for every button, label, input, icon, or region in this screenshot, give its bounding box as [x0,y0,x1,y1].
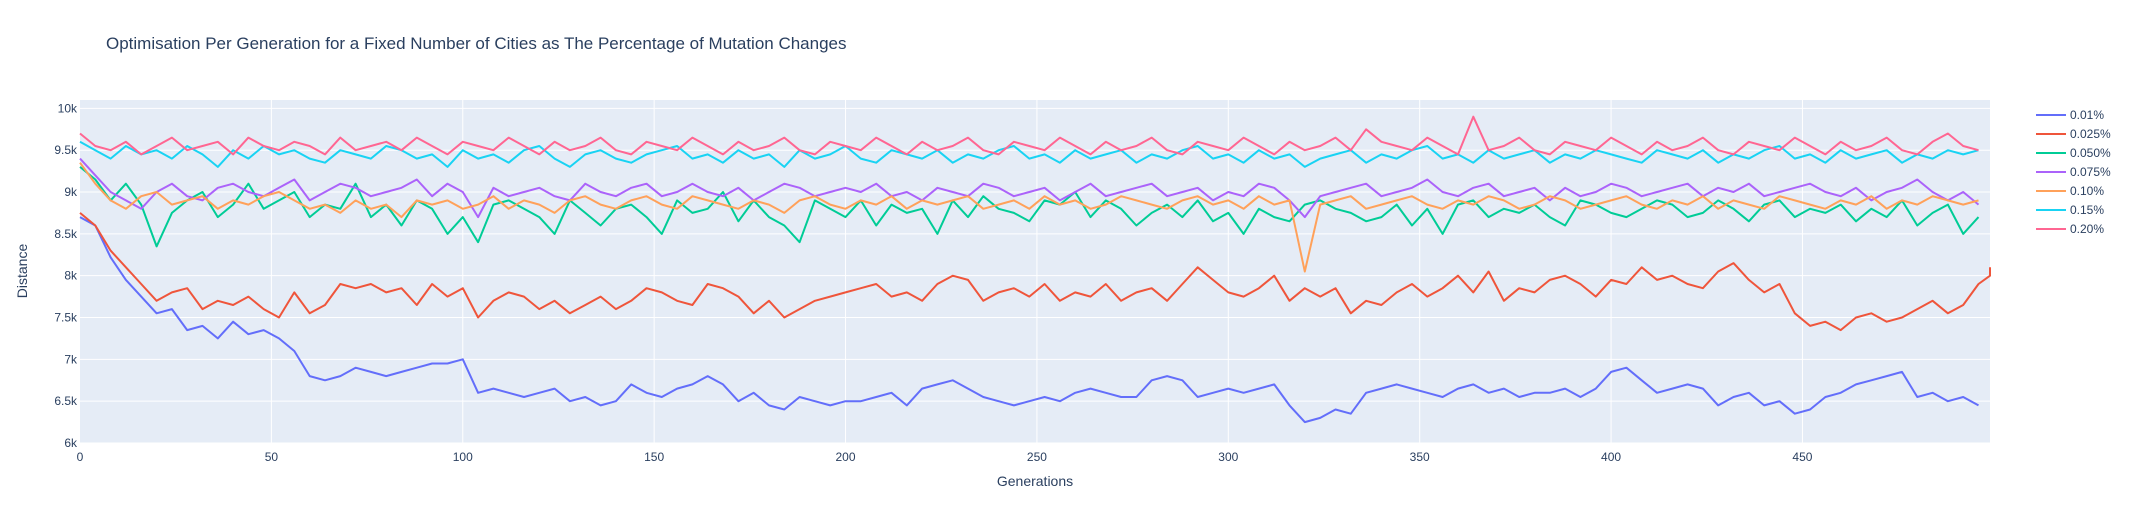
series-line-4 [79,162,1979,273]
legend-item[interactable]: 0.10% [2036,184,2104,198]
y-tick-label: 8k [64,269,78,283]
x-tick-label: 250 [1027,450,1047,464]
series-line-2 [79,166,1980,248]
y-axis-title: Distance [14,244,30,299]
x-tick-label: 350 [1410,450,1430,464]
x-tick-label: 200 [836,450,856,464]
legend-item[interactable]: 0.01% [2036,108,2104,122]
series-lines [79,115,1991,424]
legend-item[interactable]: 0.025% [2036,127,2111,141]
x-tick-labels: 0 50 100 150 200 250 300 350 400 450 [77,450,1813,464]
legend-item[interactable]: 0.20% [2036,222,2104,236]
legend[interactable]: 0.01% 0.025% 0.050% 0.075% 0.10% 0.15% 0.20% [2036,108,2111,236]
legend-label: 0.15% [2070,203,2104,217]
legend-label: 0.01% [2070,108,2104,122]
chart-title: Optimisation Per Generation for a Fixed … [106,34,847,53]
x-tick-label: 0 [77,450,84,464]
x-tick-label: 400 [1601,450,1621,464]
legend-label: 0.050% [2070,146,2111,160]
x-tick-label: 100 [453,450,473,464]
legend-label: 0.025% [2070,127,2111,141]
x-tick-label: 50 [265,450,279,464]
legend-label: 0.075% [2070,165,2111,179]
x-axis-title: Generations [997,473,1073,489]
x-tick-label: 300 [1218,450,1238,464]
y-tick-label: 7k [64,352,78,366]
y-tick-label: 10k [58,101,78,115]
y-tick-label: 7.5k [54,311,78,325]
series-line-0 [79,216,1979,424]
x-tick-label: 450 [1792,450,1812,464]
series-line-6 [79,115,1979,156]
y-tick-label: 9.5k [54,143,78,157]
series-line-5 [79,140,1979,168]
x-tick-label: 150 [644,450,664,464]
legend-item[interactable]: 0.075% [2036,165,2111,179]
y-tick-label: 9k [64,185,78,199]
y-tick-label: 6.5k [54,394,78,408]
legend-label: 0.10% [2070,184,2104,198]
legend-label: 0.20% [2070,222,2104,236]
legend-item[interactable]: 0.050% [2036,146,2111,160]
legend-item[interactable]: 0.15% [2036,203,2104,217]
y-tick-label: 6k [64,436,78,450]
series-line-1 [79,212,1991,332]
y-tick-labels: 6k 6.5k 7k 7.5k 8k 8.5k 9k 9.5k 10k [54,101,78,450]
y-tick-label: 8.5k [54,227,78,241]
y-gridlines [80,107,1990,444]
series-line-3 [79,157,1980,219]
